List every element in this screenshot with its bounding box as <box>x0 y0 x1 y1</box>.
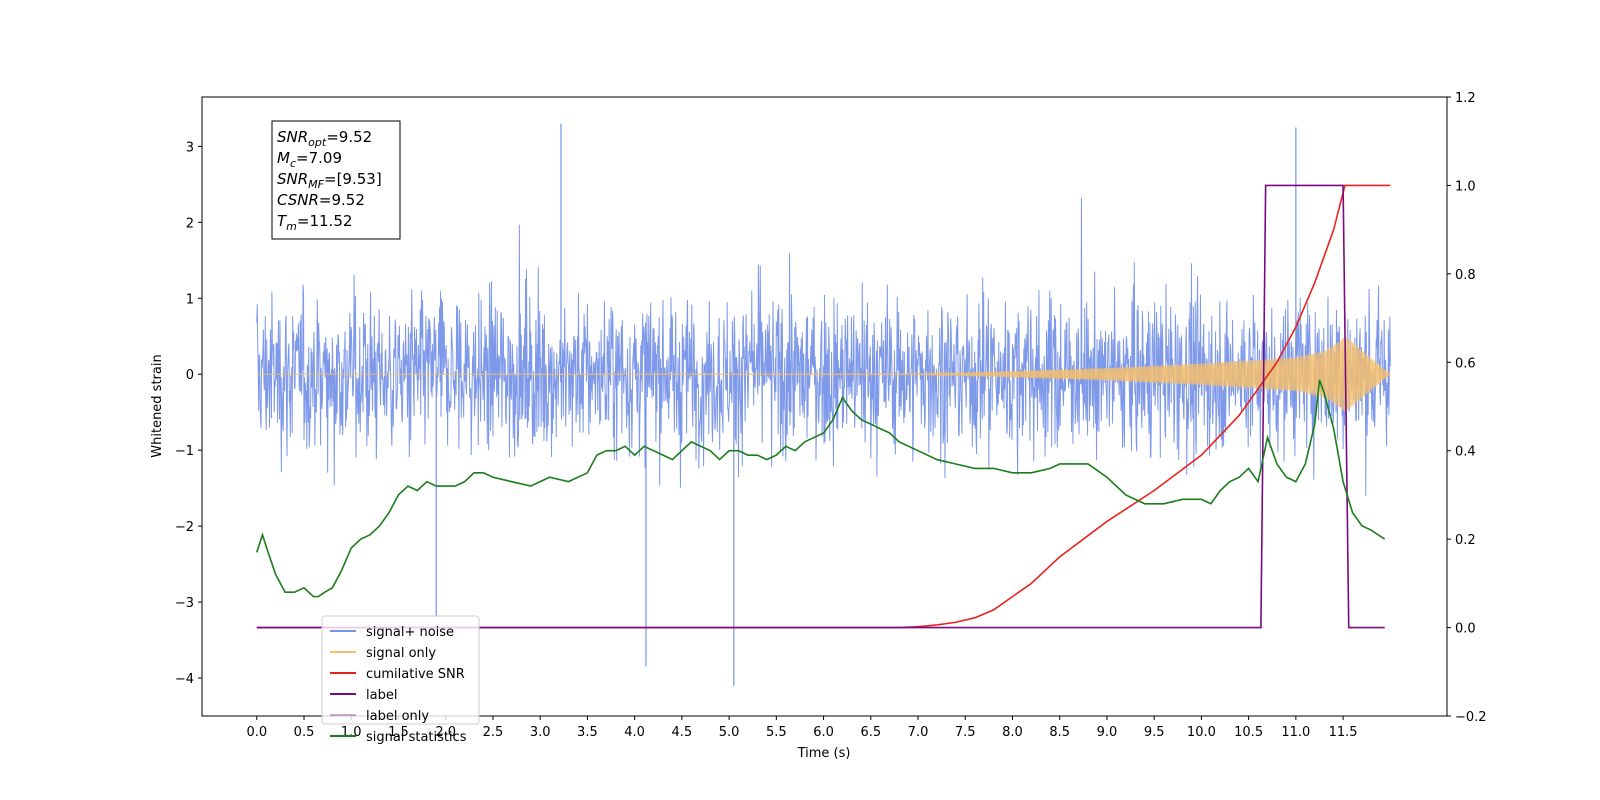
x-tick-label: 9.0 <box>1097 725 1118 740</box>
plot-frame <box>201 96 1448 717</box>
series-layer <box>256 123 1391 686</box>
y2-tick-label: −0.2 <box>1455 710 1487 725</box>
x-tick-label: 0.0 <box>246 725 267 740</box>
x-axis-label: Time (s) <box>797 746 851 761</box>
y-tick-label: 2 <box>186 216 194 231</box>
y2-tick-label: 1.0 <box>1455 179 1476 194</box>
x-tick-label: 2.0 <box>435 725 456 740</box>
x-tick-label: 0.5 <box>294 725 315 740</box>
x-axis: 0.0 0.5 1.0 1.5 2.0 2.5 3.0 3.5 4.0 4.5 5.0 5.5 6.0 6… <box>246 716 1358 740</box>
x-tick-label: 1.5 <box>388 725 409 740</box>
x-tick-label: 8.0 <box>1002 725 1023 740</box>
legend-entry: signal only <box>366 646 436 661</box>
x-tick-label: 3.5 <box>577 725 598 740</box>
annotation-line: SNRopt=9.52 <box>277 128 372 149</box>
series-signal-noise <box>256 197 1391 496</box>
y2-tick-label: 0.6 <box>1455 356 1476 371</box>
x-tick-label: 7.0 <box>908 725 929 740</box>
y-tick-label: −4 <box>175 672 194 687</box>
y2-tick-label: 1.2 <box>1455 91 1476 106</box>
x-tick-label: 6.0 <box>813 725 834 740</box>
series-cumilative-snr <box>256 184 1391 629</box>
legend-entry: cumilative SNR <box>366 667 465 682</box>
x-tick-label: 10.5 <box>1234 725 1263 740</box>
legend-entry: label <box>366 688 397 703</box>
legend-frame <box>321 615 480 725</box>
y2-tick-label: 0.2 <box>1455 533 1476 548</box>
x-tick-label: 11.5 <box>1329 725 1358 740</box>
annotation-line: SNRMF=[9.53] <box>277 170 382 191</box>
x-tick-label: 5.5 <box>766 725 787 740</box>
legend-entry: signal statistics <box>366 730 467 745</box>
y-tick-label: −2 <box>175 520 194 535</box>
x-tick-label: 10.0 <box>1187 725 1216 740</box>
x-tick-label: 4.0 <box>624 725 645 740</box>
y-axis-left: 3 2 1 0 −1 −2 −3 −4 <box>175 140 202 687</box>
series-label <box>256 184 1385 629</box>
annotation-line: Tm=11.52 <box>277 212 352 233</box>
y-tick-label: 3 <box>186 140 194 155</box>
legend-entry: label only <box>366 709 429 724</box>
y-tick-label: 1 <box>186 292 194 307</box>
annotation-line: CSNR=9.52 <box>277 191 365 209</box>
y-axis-label: Whitened strain <box>150 354 165 457</box>
annotation-line: Mc=7.09 <box>277 149 342 170</box>
x-tick-label: 1.0 <box>341 725 362 740</box>
y-axis-right: 1.2 1.0 0.8 0.6 0.4 0.2 0.0 −0.2 <box>1447 91 1487 725</box>
x-tick-label: 2.5 <box>483 725 504 740</box>
y-tick-label: 0 <box>186 368 194 383</box>
series-signal-statistics <box>256 379 1386 598</box>
x-tick-label: 4.5 <box>672 725 693 740</box>
annotation-frame <box>271 120 401 240</box>
y-tick-label: −3 <box>175 596 194 611</box>
y2-tick-label: 0.4 <box>1455 445 1476 460</box>
x-tick-label: 5.0 <box>719 725 740 740</box>
series-signal-only <box>256 336 1391 412</box>
x-tick-label: 7.5 <box>955 725 976 740</box>
y2-tick-label: 0.0 <box>1455 622 1476 637</box>
x-tick-label: 8.5 <box>1049 725 1070 740</box>
y-tick-label: −1 <box>175 444 194 459</box>
legend: signal+ noise signal only cumilative SNR la… <box>321 615 480 745</box>
x-tick-label: 11.0 <box>1281 725 1310 740</box>
y2-tick-label: 0.8 <box>1455 268 1476 283</box>
x-tick-label: 3.0 <box>530 725 551 740</box>
x-tick-label: 9.5 <box>1144 725 1165 740</box>
x-tick-label: 6.5 <box>860 725 881 740</box>
legend-entry: signal+ noise <box>366 625 454 640</box>
